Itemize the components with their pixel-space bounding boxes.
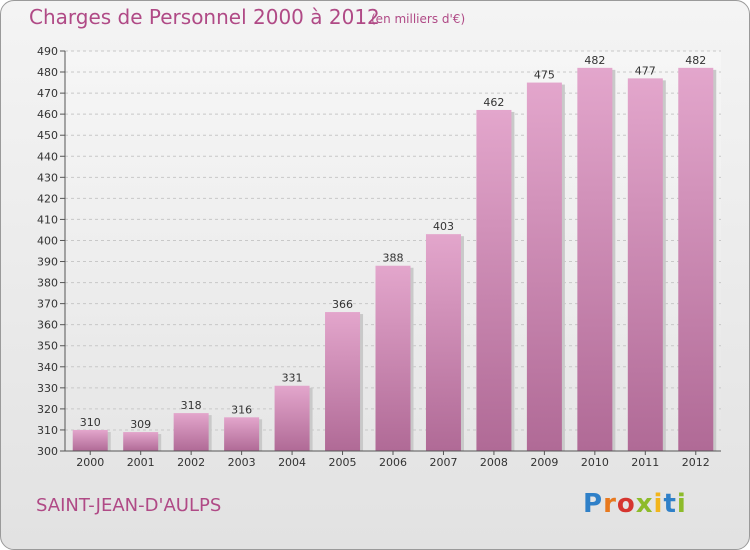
bar [375, 265, 411, 451]
bar [577, 67, 613, 451]
x-tick-label: 2006 [379, 456, 407, 469]
y-tick-label: 460 [37, 108, 58, 121]
y-tick-label: 440 [37, 150, 58, 163]
data-label: 475 [534, 69, 555, 82]
bar [224, 417, 260, 451]
x-tick-label: 2009 [530, 456, 558, 469]
x-tick-label: 2010 [581, 456, 609, 469]
x-tick-label: 2012 [682, 456, 710, 469]
data-label: 482 [685, 54, 706, 67]
data-label: 318 [181, 399, 202, 412]
x-tick-label: 2004 [278, 456, 306, 469]
bar [72, 429, 108, 451]
data-label: 403 [433, 220, 454, 233]
data-label: 310 [80, 416, 101, 429]
y-tick-label: 450 [37, 129, 58, 142]
y-tick-label: 360 [37, 319, 58, 332]
data-label: 331 [282, 372, 303, 385]
bar [476, 109, 512, 452]
y-tick-label: 420 [37, 192, 58, 205]
bar [173, 413, 209, 451]
y-tick-label: 430 [37, 171, 58, 184]
y-tick-label: 400 [37, 234, 58, 247]
y-tick-label: 330 [37, 382, 58, 395]
y-tick-label: 410 [37, 213, 58, 226]
data-label: 388 [383, 252, 404, 265]
chart-title: Charges de Personnel 2000 à 2012 [29, 5, 380, 29]
bar [325, 312, 361, 451]
y-tick-label: 310 [37, 424, 58, 437]
bar [274, 385, 310, 451]
y-tick-label: 480 [37, 66, 58, 79]
data-label: 462 [483, 96, 504, 109]
bar [627, 78, 663, 452]
x-tick-label: 2003 [228, 456, 256, 469]
bar [678, 67, 714, 451]
y-tick-label: 300 [37, 445, 58, 458]
y-tick-label: 320 [37, 403, 58, 416]
x-tick-label: 2000 [76, 456, 104, 469]
x-tick-label: 2002 [177, 456, 205, 469]
data-label: 366 [332, 298, 353, 311]
x-tick-label: 2001 [127, 456, 155, 469]
y-tick-label: 370 [37, 298, 58, 311]
place-name: SAINT-JEAN-D'AULPS [36, 495, 222, 516]
x-tick-label: 2008 [480, 456, 508, 469]
data-label: 477 [635, 64, 656, 77]
x-tick-label: 2011 [631, 456, 659, 469]
x-tick-label: 2007 [429, 456, 457, 469]
data-label: 316 [231, 403, 252, 416]
y-tick-label: 470 [37, 87, 58, 100]
x-tick-label: 2005 [329, 456, 357, 469]
bar [425, 234, 461, 451]
y-tick-label: 340 [37, 361, 58, 374]
data-label: 482 [584, 54, 605, 67]
bar [123, 432, 159, 451]
proxiti-logo[interactable]: Proxiti [583, 489, 687, 519]
y-tick-label: 350 [37, 340, 58, 353]
data-label: 309 [130, 418, 151, 431]
bar [526, 82, 562, 451]
y-tick-label: 380 [37, 277, 58, 290]
y-tick-label: 490 [37, 45, 58, 58]
y-tick-label: 390 [37, 256, 58, 269]
chart-subtitle: (en milliers d'€) [371, 12, 466, 26]
